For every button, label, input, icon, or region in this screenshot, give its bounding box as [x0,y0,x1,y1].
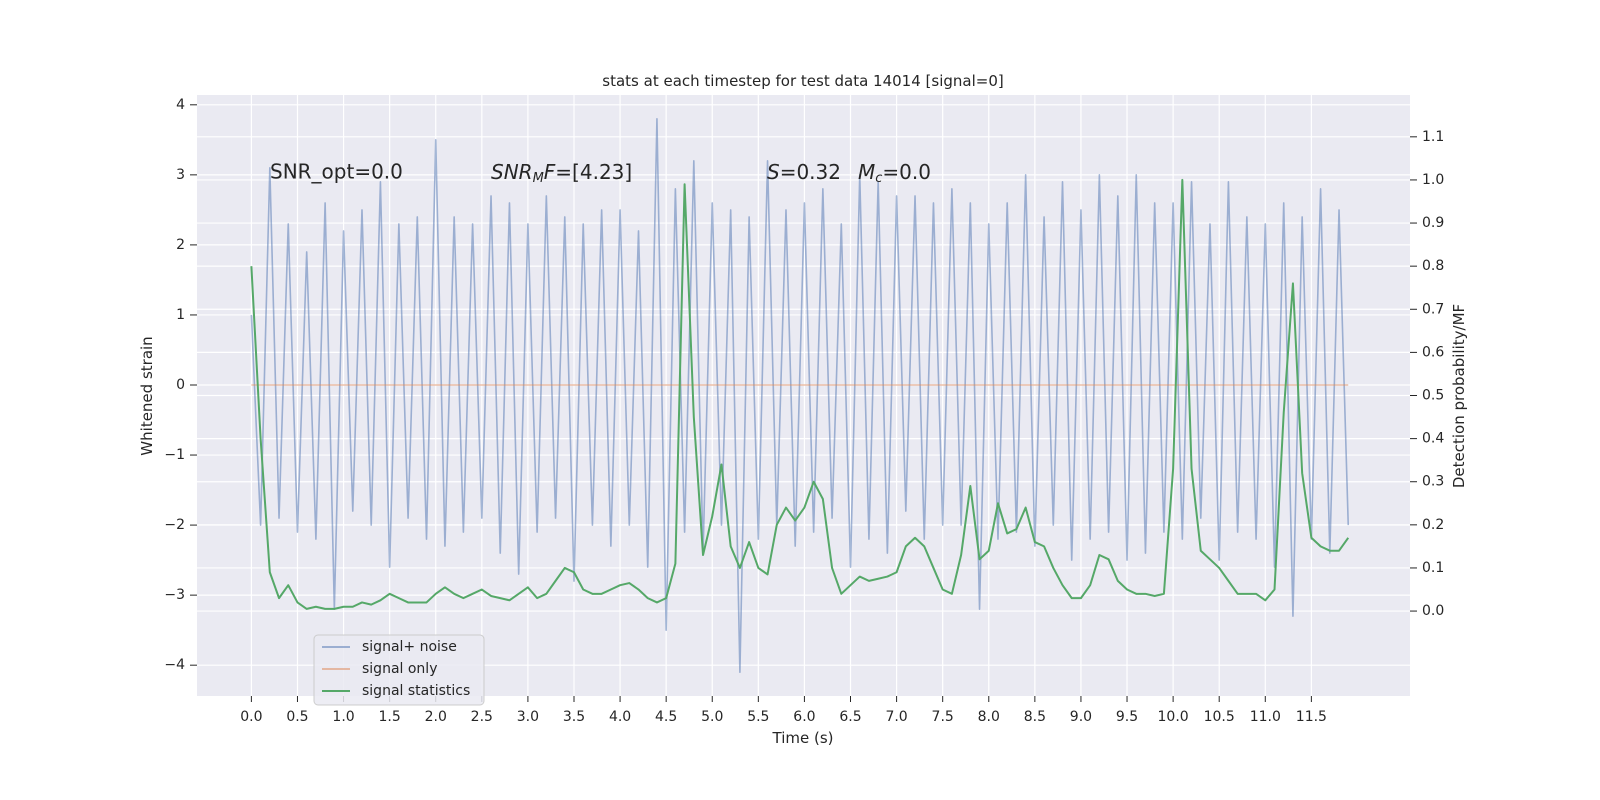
x-tick-label: 9.0 [1070,709,1092,725]
x-tick-label: 0.5 [286,709,308,725]
y2-tick-label: 1.0 [1422,172,1444,188]
x-tick-label: 6.0 [793,709,815,725]
annotation-part: =0.32 [780,160,841,184]
x-axis-label: Time (s) [772,729,834,747]
y-tick-label: 2 [176,237,185,253]
y-tick-label: −1 [164,447,185,463]
y2-tick-label: 1.1 [1422,129,1444,145]
y-axis-label: Whitened strain [138,336,156,455]
y2-tick-label: 0.1 [1422,560,1444,576]
y2-tick-label: 0.2 [1422,517,1444,533]
x-tick-label: 11.5 [1296,709,1327,725]
annotation: Mc=0.0 [858,160,931,186]
y-tick-label: −4 [164,657,185,673]
x-tick-label: 2.5 [471,709,493,725]
annotation: SNRMF=[4.23] [491,160,632,186]
annotation-part: S [767,160,780,184]
annotation-part: M [858,160,875,184]
y2-tick-label: 0.4 [1422,431,1444,447]
x-tick-label: 7.0 [885,709,907,725]
x-tick-label: 5.0 [701,709,723,725]
x-tick-label: 4.0 [609,709,631,725]
y2-axis-label: Detection probability/MF [1450,304,1468,488]
annotation-part: c [875,171,882,186]
y2-tick-label: 0.8 [1422,258,1444,274]
x-tick-label: 2.0 [425,709,447,725]
x-tick-label: 1.5 [379,709,401,725]
y-tick-label: −3 [164,587,185,603]
y2-tick-label: 0.5 [1422,388,1444,404]
x-tick-label: 7.5 [932,709,954,725]
legend-label: signal only [362,661,437,677]
y-tick-label: 4 [176,97,185,113]
x-tick-label: 10.5 [1204,709,1235,725]
x-tick-label: 3.0 [517,709,539,725]
y2-tick-label: 0.9 [1422,215,1444,231]
x-tick-label: 5.5 [747,709,769,725]
x-tick-label: 8.0 [978,709,1000,725]
annotation-part: M [533,171,544,186]
annotation: SNR_opt=0.0 [270,160,403,184]
annotation: S=0.32 [767,160,841,184]
legend-label: signal statistics [362,683,470,699]
x-tick-label: 8.5 [1024,709,1046,725]
annotation-part: SNR [491,160,533,184]
x-tick-label: 11.0 [1250,709,1281,725]
x-tick-label: 10.0 [1158,709,1189,725]
series-line [250,178,1350,610]
y-tick-label: 0 [176,377,185,393]
y2-tick-label: 0.0 [1422,603,1444,619]
y2-tick-label: 0.6 [1422,344,1444,360]
legend-box [313,634,485,706]
annotation-part: =0.0 [882,160,931,184]
annotation-part: F [544,160,556,184]
x-tick-label: 6.5 [839,709,861,725]
x-tick-label: 4.5 [655,709,677,725]
x-tick-label: 1.0 [332,709,354,725]
y-tick-label: −2 [164,517,185,533]
x-tick-label: 3.5 [563,709,585,725]
x-tick-label: 0.0 [240,709,262,725]
y2-tick-label: 0.7 [1422,301,1444,317]
y-tick-label: 1 [176,307,185,323]
chart-title: stats at each timestep for test data 140… [602,72,1003,90]
series-line [250,118,1350,673]
y-tick-label: 3 [176,167,185,183]
annotation-part: =[4.23] [555,160,632,184]
legend: signal+ noise signal only signal statistic… [313,634,485,706]
legend-label: signal+ noise [362,639,457,655]
y2-tick-label: 0.3 [1422,474,1444,490]
x-tick-label: 9.5 [1116,709,1138,725]
marks [250,118,1350,673]
